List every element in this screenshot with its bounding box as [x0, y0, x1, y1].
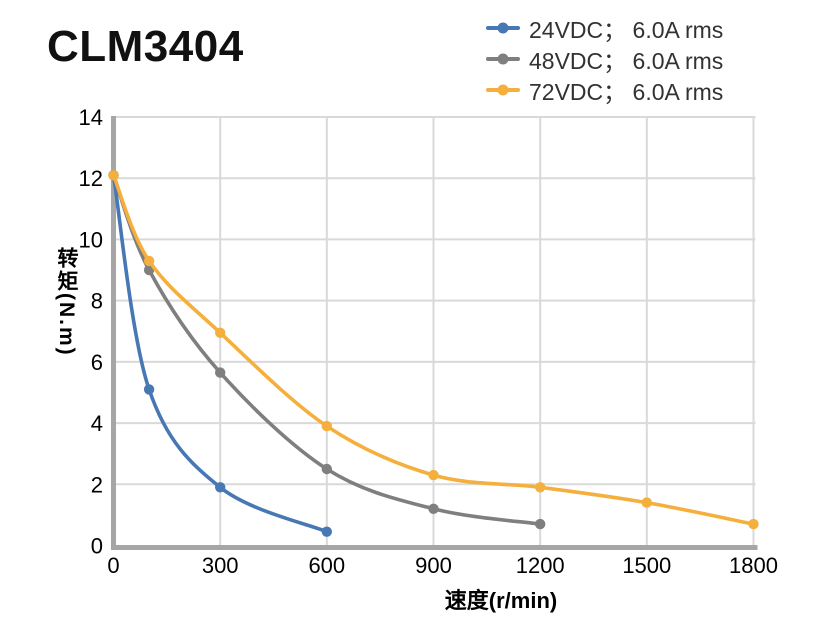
series-point-24vdc-300	[215, 482, 226, 493]
series-point-48vdc-900	[428, 503, 439, 514]
legend: 24VDC； 6.0A rms 48VDC； 6.0A rms 72VDC； 6…	[486, 12, 723, 105]
series-point-72vdc-1800	[748, 518, 759, 530]
x-axis-title: 速度(r/min)	[444, 588, 558, 613]
x-tick-label-1500: 1500	[622, 553, 671, 578]
series-point-72vdc-300	[215, 327, 226, 338]
series-point-24vdc-600	[321, 526, 332, 537]
y-tick-label-2: 2	[91, 472, 103, 497]
x-tick-label-300: 300	[202, 553, 239, 578]
series-point-72vdc-900	[428, 469, 439, 481]
y-tick-label-8: 8	[91, 289, 103, 314]
series-point-72vdc-1500	[641, 497, 652, 508]
y-axis-title: 转矩(N.m)	[55, 247, 78, 357]
legend-label-48vdc: 48VDC； 6.0A rms	[529, 47, 724, 74]
x-tick-label-1200: 1200	[516, 553, 565, 578]
legend-line-marker-72vdc-icon	[486, 83, 520, 96]
series-point-48vdc-300	[215, 367, 226, 378]
series-line-24vdc	[111, 173, 329, 534]
y-tick-label-10: 10	[79, 227, 103, 252]
series-point-72vdc-600	[321, 420, 332, 432]
series-point-72vdc-1200	[535, 482, 546, 493]
chart-title: CLM3404	[47, 22, 244, 71]
series-point-24vdc-100	[143, 384, 155, 395]
y-tick-label-0: 0	[91, 534, 103, 559]
y-tick-label-12: 12	[79, 166, 103, 191]
legend-item-48vdc: 48VDC； 6.0A rms	[486, 43, 723, 74]
legend-item-72vdc: 72VDC； 6.0A rms	[486, 74, 723, 105]
y-tick-label-6: 6	[91, 350, 103, 375]
legend-label-24vdc: 24VDC； 6.0A rms	[529, 16, 724, 43]
y-tick-label-14: 14	[79, 105, 103, 130]
series-line-72vdc	[111, 173, 756, 526]
series-point-48vdc-600	[321, 463, 332, 475]
series-point-72vdc-100	[143, 255, 155, 267]
x-tick-label-900: 900	[415, 553, 452, 578]
x-tick-label-1800: 1800	[729, 553, 778, 578]
legend-item-24vdc: 24VDC； 6.0A rms	[486, 12, 723, 43]
legend-label-72vdc: 72VDC； 6.0A rms	[529, 78, 724, 105]
x-tick-label-600: 600	[308, 553, 345, 578]
legend-line-marker-48vdc-icon	[486, 52, 520, 65]
legend-line-marker-24vdc-icon	[486, 21, 520, 34]
y-tick-label-4: 4	[91, 411, 103, 436]
series-point-72vdc-0	[108, 170, 119, 181]
x-tick-label-0: 0	[107, 553, 119, 578]
series-point-48vdc-1200	[535, 518, 546, 530]
